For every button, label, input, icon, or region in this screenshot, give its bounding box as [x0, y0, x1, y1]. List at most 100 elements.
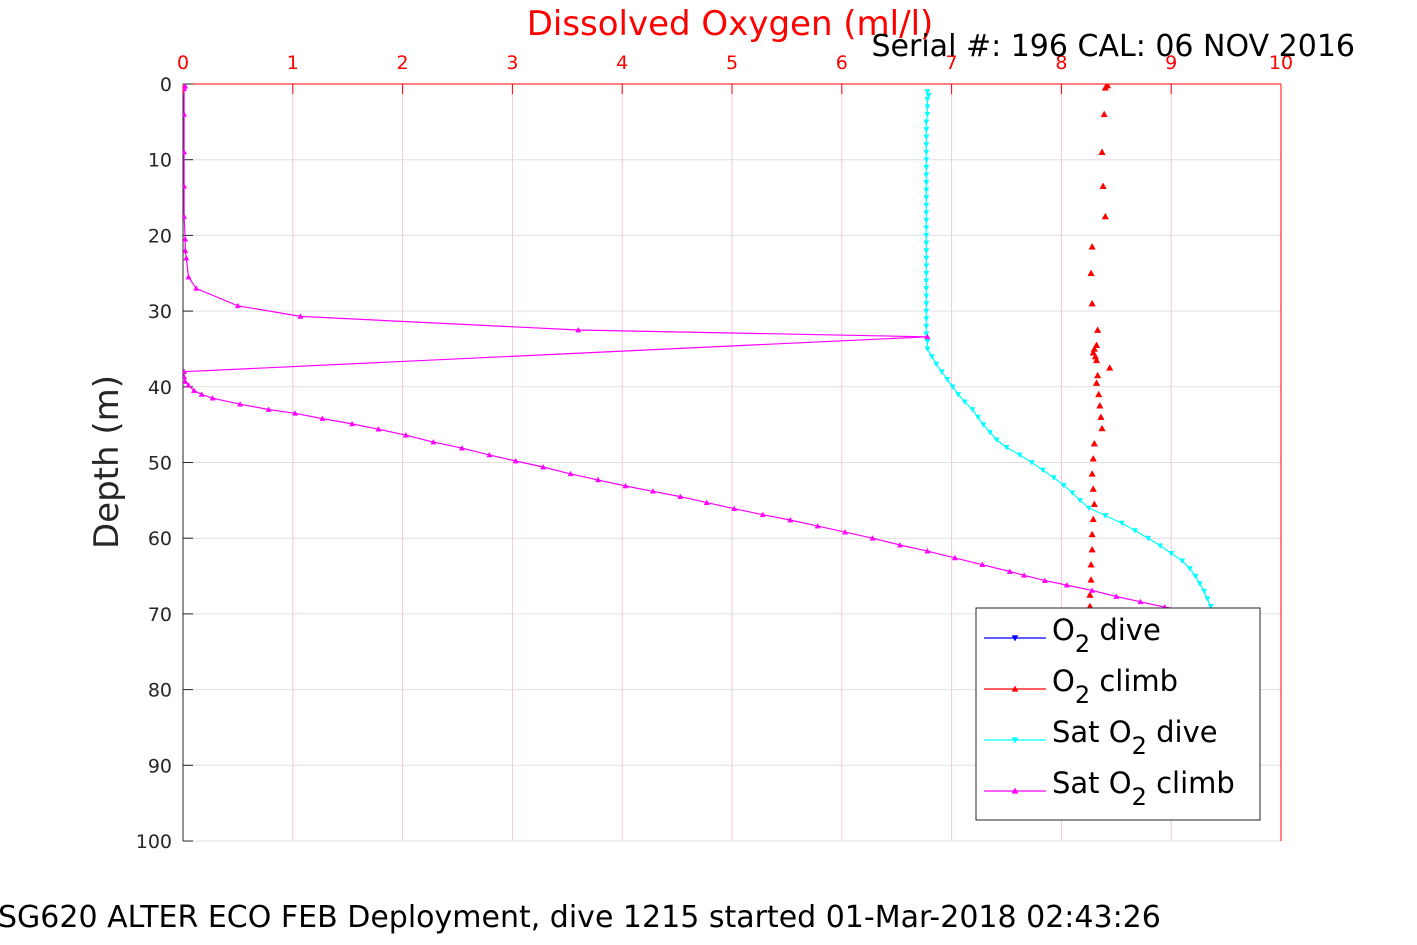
data-point	[703, 499, 710, 505]
data-point	[1087, 269, 1095, 277]
data-point	[923, 142, 930, 148]
data-point	[1094, 326, 1102, 333]
chart-subtitle: Serial #: 196 CAL: 06 NOV 2016	[872, 29, 1355, 64]
data-point	[923, 248, 930, 254]
data-point	[1113, 593, 1120, 599]
data-point	[1099, 182, 1107, 190]
data-point	[923, 187, 930, 194]
data-point	[924, 547, 931, 554]
data-point	[575, 326, 582, 333]
y-tick-label: 60	[148, 528, 172, 550]
data-point	[951, 554, 958, 561]
data-point	[1186, 566, 1193, 572]
data-point	[183, 213, 188, 219]
data-point	[923, 127, 930, 133]
data-point	[1087, 560, 1095, 568]
data-point	[1088, 470, 1096, 477]
data-point	[925, 93, 932, 99]
data-point	[540, 463, 547, 470]
data-point	[923, 164, 930, 171]
data-point	[842, 529, 849, 535]
data-point	[486, 451, 493, 458]
data-point	[949, 384, 956, 390]
data-point	[923, 308, 930, 315]
data-point	[1101, 212, 1109, 220]
data-point	[944, 376, 951, 383]
y-axis-label: Depth (m)	[87, 375, 127, 549]
data-point	[349, 420, 356, 427]
data-point	[1192, 573, 1199, 580]
data-point	[923, 202, 930, 209]
y-tick-label: 50	[148, 453, 172, 475]
legend-entry: Sat O2 dive	[984, 715, 1218, 760]
data-point	[923, 301, 930, 307]
footer-caption: SG620 ALTER ECO FEB Deployment, dive 121…	[0, 900, 1161, 935]
data-point	[193, 285, 200, 291]
data-point	[1201, 588, 1208, 595]
series-line	[183, 86, 1189, 612]
data-point	[190, 387, 198, 393]
data-point	[183, 85, 188, 91]
x-tick-label: 3	[506, 52, 518, 74]
y-tick-label: 30	[148, 301, 172, 323]
data-point	[1090, 439, 1098, 447]
data-point	[1092, 341, 1101, 348]
data-point	[234, 302, 241, 309]
x-tick-label: 1	[287, 52, 299, 74]
data-point	[1106, 364, 1114, 371]
data-point	[923, 172, 930, 178]
x-tick-label: 9	[1165, 52, 1177, 74]
x-tick-label: 8	[1055, 52, 1067, 74]
data-point	[1179, 558, 1186, 565]
data-point	[928, 354, 935, 360]
data-point	[923, 225, 930, 231]
y-tick-label: 70	[148, 604, 172, 626]
data-point	[1088, 530, 1096, 538]
data-point	[458, 445, 465, 451]
data-point	[1118, 520, 1125, 527]
data-point	[1095, 390, 1103, 398]
data-point	[1088, 545, 1096, 553]
data-point	[923, 233, 930, 239]
data-point	[969, 407, 976, 413]
plot-area	[183, 84, 1214, 614]
data-point	[924, 111, 931, 118]
x-tick-label: 5	[726, 52, 738, 74]
data-point	[923, 263, 930, 269]
data-point	[1097, 413, 1105, 420]
data-point	[923, 149, 930, 156]
data-point	[185, 273, 192, 280]
data-point	[924, 89, 931, 95]
data-point	[649, 488, 656, 494]
y-tick-label: 0	[160, 74, 172, 96]
x-tick-label: 2	[397, 52, 409, 74]
x-tick-label: 0	[177, 52, 189, 74]
y-tick-label: 100	[136, 831, 172, 853]
data-point	[183, 378, 189, 384]
data-point	[183, 368, 188, 374]
data-point	[297, 313, 304, 319]
data-point	[185, 382, 192, 388]
data-point	[961, 399, 968, 406]
y-tick-label: 20	[148, 225, 172, 247]
data-point	[1003, 445, 1010, 451]
data-point	[923, 210, 930, 216]
legend-marker	[1011, 635, 1019, 642]
data-point	[979, 561, 986, 568]
data-point	[1039, 467, 1046, 474]
legend-marker	[1011, 685, 1019, 692]
legend-entry: O2 climb	[984, 664, 1178, 709]
data-point	[924, 333, 931, 340]
data-point	[567, 470, 574, 477]
data-point	[1101, 84, 1109, 91]
x-tick-label: 7	[946, 52, 958, 74]
data-point	[183, 254, 190, 261]
legend-marker	[1011, 787, 1019, 794]
data-point	[924, 339, 931, 345]
data-point	[1006, 568, 1013, 574]
data-point	[923, 278, 930, 284]
data-point	[183, 373, 188, 380]
series-sat-o2-climb	[183, 84, 1192, 614]
